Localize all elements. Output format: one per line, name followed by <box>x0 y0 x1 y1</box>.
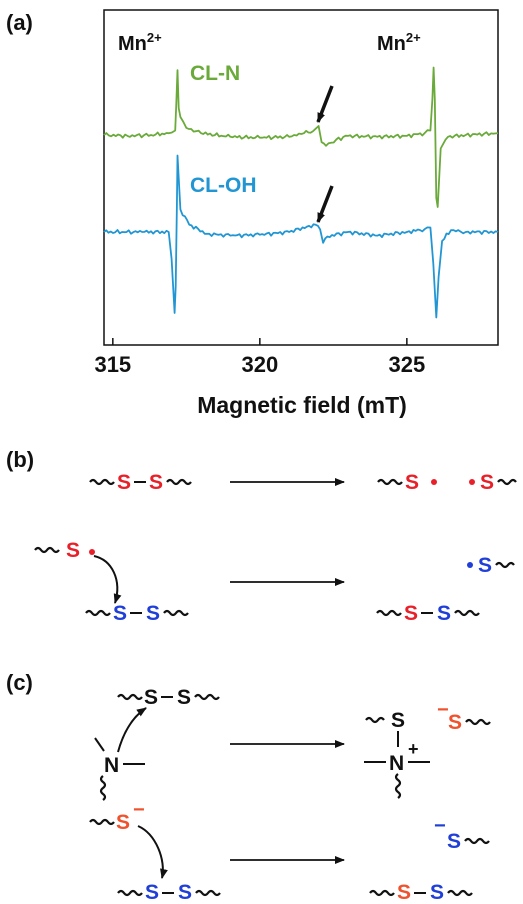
nitrogen-atom: N <box>104 754 119 777</box>
sulfur-atom: S <box>116 811 130 834</box>
wavy-bond <box>34 546 60 554</box>
charge-minus: − <box>133 799 145 821</box>
wavy-bond <box>369 889 395 897</box>
sulfur-atom: S <box>405 471 419 494</box>
epr-chart: 315 320 325 Mn2+ Mn2+ CL-N CL-OH Magnetic … <box>94 9 499 418</box>
wavy-bond <box>89 818 115 826</box>
x-axis-title: Magnetic field (mT) <box>197 392 407 418</box>
series-line-cl-oh <box>103 154 499 319</box>
wavy-bond <box>495 561 515 569</box>
sulfur-atom: S <box>391 709 405 732</box>
wavy-bond <box>365 716 385 724</box>
plot-frame <box>103 9 499 346</box>
sulfur-atom: S <box>178 881 192 899</box>
wavy-bond <box>117 693 143 701</box>
curved-arrow <box>117 707 147 753</box>
curved-arrow <box>137 825 168 879</box>
nitrogen-atom: N <box>389 752 404 775</box>
sulfur-atom: S <box>117 471 131 494</box>
sulfur-atom: S <box>437 602 451 625</box>
mn-sup-right: 2+ <box>406 30 421 45</box>
charge-plus: + <box>408 739 419 759</box>
sulfur-atom: S <box>480 471 494 494</box>
wavy-bond <box>465 718 491 726</box>
mn-sup-left: 2+ <box>147 30 162 45</box>
arrow-annotation-cl-n <box>316 85 334 123</box>
wavy-bond <box>497 478 517 486</box>
radical-dot <box>469 479 475 485</box>
sulfur-atom: S <box>447 830 461 853</box>
wavy-bond <box>85 609 111 617</box>
bond-line <box>94 737 105 752</box>
wavy-bond <box>117 889 143 897</box>
charge-minus: − <box>437 699 449 721</box>
wavy-bond <box>454 609 480 617</box>
sulfur-atom: S <box>113 602 127 625</box>
wavy-bond <box>163 609 189 617</box>
wavy-bond <box>377 478 403 486</box>
radical-dot <box>467 562 473 568</box>
x-tick-label: 315 <box>94 352 131 377</box>
sulfur-atom: S <box>397 881 411 899</box>
panel-label-a: (a) <box>6 10 33 35</box>
wavy-bond <box>195 889 221 897</box>
scheme-b: S S S S S S S S S S <box>34 471 517 625</box>
tick-layer: 315 320 325 <box>94 338 425 377</box>
panel-label-b: (b) <box>6 447 34 472</box>
sulfur-atom: S <box>66 539 80 562</box>
sulfur-atom: S <box>145 881 159 899</box>
sulfur-atom: S <box>146 602 160 625</box>
wavy-bond <box>89 478 115 486</box>
radical-dot <box>431 479 437 485</box>
sulfur-atom: S <box>404 602 418 625</box>
radical-dot <box>89 549 95 555</box>
sulfur-atom: S <box>144 686 158 709</box>
sulfur-atom: S <box>478 554 492 577</box>
sulfur-atom: S <box>149 471 163 494</box>
series-label-cl-oh: CL-OH <box>190 174 257 197</box>
mn-label-left: Mn2+ <box>118 30 162 55</box>
sulfur-atom: S <box>430 881 444 899</box>
series-line-cl-n <box>103 66 499 208</box>
wavy-bond <box>394 773 402 799</box>
charge-minus: − <box>434 815 446 837</box>
wavy-bond <box>99 775 107 801</box>
scheme-c: S S N S N + − S S − S S − S <box>89 686 491 904</box>
wavy-bond <box>447 889 473 897</box>
x-tick-label: 325 <box>388 352 425 377</box>
sulfur-atom: S <box>177 686 191 709</box>
mn-label-right: Mn2+ <box>377 30 421 55</box>
x-tick-label: 320 <box>241 352 278 377</box>
series-label-cl-n: CL-N <box>190 62 240 85</box>
wavy-bond <box>464 837 490 845</box>
wavy-bond <box>194 693 220 701</box>
series-layer <box>103 66 499 319</box>
wavy-bond <box>376 609 402 617</box>
sulfur-atom: S <box>448 711 462 734</box>
curved-arrow <box>93 555 122 604</box>
arrow-annotation-cl-oh <box>316 185 334 223</box>
wavy-bond <box>166 478 192 486</box>
panel-label-c: (c) <box>6 670 33 695</box>
